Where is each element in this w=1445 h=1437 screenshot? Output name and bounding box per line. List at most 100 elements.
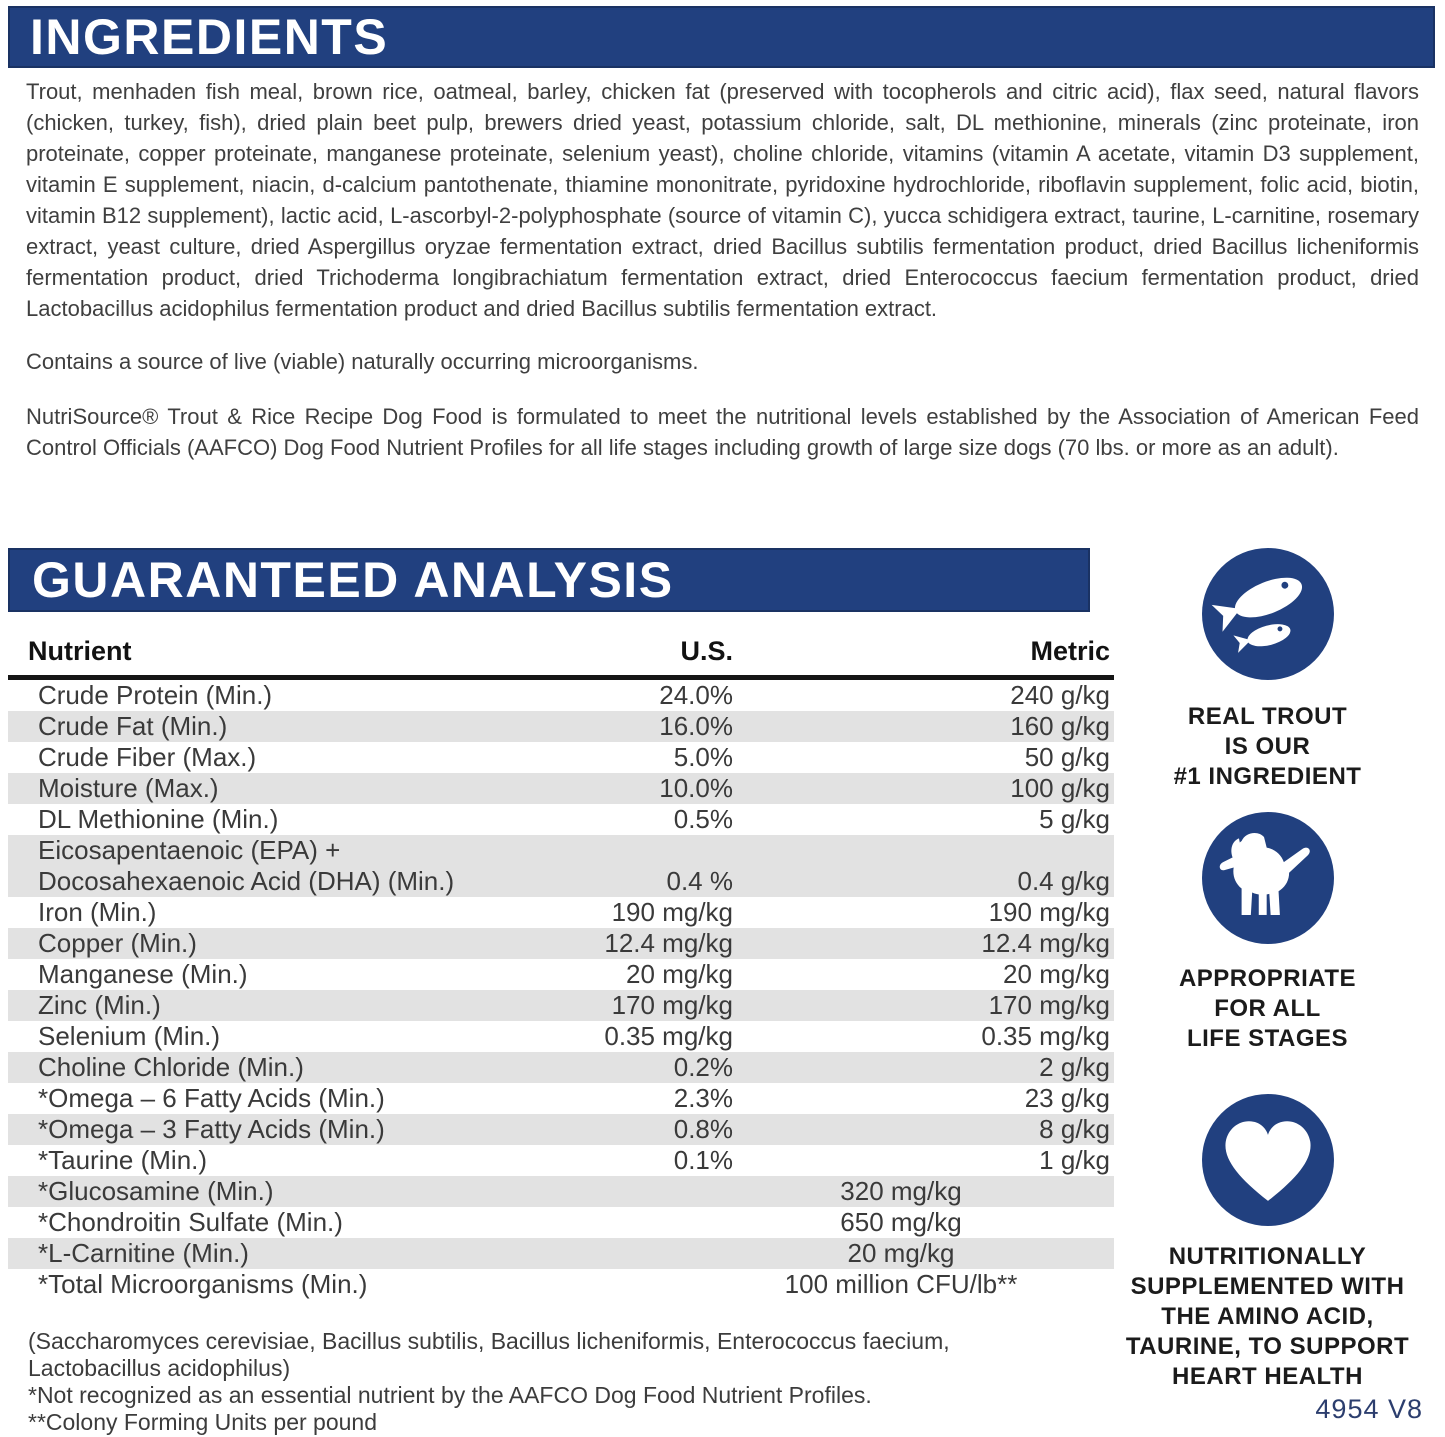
analysis-row: Crude Fat (Min.) 16.0% 160 g/kg (8, 711, 1114, 742)
analysis-cell-nutrient: Copper (Min.) (38, 928, 197, 958)
analysis-cell-nutrient: Manganese (Min.) (38, 959, 248, 989)
footnote-microorganism-species: (Saccharomyces cerevisiae, Bacillus subt… (28, 1328, 950, 1381)
analysis-cell-us: 0.1% (673, 1145, 733, 1175)
analysis-cell-nutrient: Iron (Min.) (38, 897, 157, 927)
footnote-cfu: **Colony Forming Units per pound (28, 1409, 378, 1435)
analysis-cell-metric: 0.4 g/kg (1017, 866, 1110, 896)
analysis-cell-nutrient: *Total Microorganisms (Min.) (38, 1269, 368, 1299)
analysis-row: DL Methionine (Min.) 0.5% 5 g/kg (8, 804, 1114, 835)
guaranteed-analysis-table: Nutrient U.S. Metric Crude Protein (Min.… (8, 612, 1114, 1300)
analysis-row: *Glucosamine (Min.) 320 mg/kg (8, 1176, 1114, 1207)
analysis-cell-us: 0.35 mg/kg (604, 1021, 733, 1051)
analysis-cell-nutrient: Crude Protein (Min.) (38, 680, 273, 710)
analysis-and-badges-row: GUARANTEED ANALYSIS Nutrient U.S. Metric… (8, 548, 1445, 1436)
analysis-cell-metric: 240 g/kg (1010, 680, 1110, 710)
analysis-cell-nutrient: Crude Fiber (Max.) (38, 742, 257, 772)
analysis-footnotes: (Saccharomyces cerevisiae, Bacillus subt… (8, 1328, 1084, 1436)
analysis-cell-nutrient: Eicosapentaenoic (EPA) + Docosahexaenoic… (38, 835, 455, 896)
analysis-row: Crude Protein (Min.) 24.0% 240 g/kg (8, 678, 1114, 712)
analysis-cell-nutrient: Choline Chloride (Min.) (38, 1052, 304, 1082)
analysis-row: *L-Carnitine (Min.) 20 mg/kg (8, 1238, 1114, 1269)
analysis-row: Zinc (Min.) 170 mg/kg 170 mg/kg (8, 990, 1114, 1021)
taurine-badge-caption: NUTRITIONALLY SUPPLEMENTED WITH THE AMIN… (1125, 1243, 1410, 1390)
heart-icon (1201, 1094, 1334, 1226)
analysis-cell-us: 20 mg/kg (626, 959, 733, 989)
analysis-cell-nutrient: DL Methionine (Min.) (38, 804, 279, 834)
analysis-row: Selenium (Min.) 0.35 mg/kg 0.35 mg/kg (8, 1021, 1114, 1052)
analysis-cell-combined: 320 mg/kg (840, 1176, 962, 1206)
aafco-statement: NutriSource® Trout & Rice Recipe Dog Foo… (26, 404, 1419, 460)
analysis-cell-metric: 170 mg/kg (988, 990, 1110, 1020)
ingredients-title: INGREDIENTS (30, 9, 389, 65)
analysis-cell-nutrient: *Omega – 6 Fatty Acids (Min.) (38, 1083, 385, 1113)
product-code: 4954 V8 (1315, 1394, 1423, 1424)
analysis-cell-metric: 50 g/kg (1024, 742, 1110, 772)
analysis-row: Iron (Min.) 190 mg/kg 190 mg/kg (8, 897, 1114, 928)
analysis-title: GUARANTEED ANALYSIS (32, 552, 674, 608)
analysis-cell-metric: 1 g/kg (1039, 1145, 1110, 1175)
puppy-icon (1201, 812, 1334, 944)
analysis-cell-nutrient: *Omega – 3 Fatty Acids (Min.) (38, 1114, 385, 1144)
analysis-cell-metric: 0.35 mg/kg (981, 1021, 1110, 1051)
trout-badge-caption: REAL TROUT IS OUR #1 INGREDIENT (1173, 703, 1362, 790)
analysis-cell-metric: 5 g/kg (1039, 804, 1110, 834)
analysis-cell-combined: 650 mg/kg (840, 1207, 962, 1237)
analysis-row: Crude Fiber (Max.) 5.0% 50 g/kg (8, 742, 1114, 773)
analysis-cell-metric: 160 g/kg (1010, 711, 1110, 741)
analysis-cell-nutrient: *Glucosamine (Min.) (38, 1176, 274, 1206)
analysis-row: Manganese (Min.) 20 mg/kg 20 mg/kg (8, 959, 1114, 990)
analysis-cell-us: 10.0% (659, 773, 733, 803)
analysis-cell-nutrient: *Taurine (Min.) (38, 1145, 208, 1175)
analysis-cell-us: 24.0% (659, 680, 733, 710)
trout-icon (1201, 548, 1334, 680)
column-header-us: U.S. (488, 612, 733, 680)
analysis-cell-us: 2.3% (673, 1083, 733, 1113)
analysis-cell-metric: 8 g/kg (1039, 1114, 1110, 1144)
analysis-row: *Taurine (Min.) 0.1% 1 g/kg (8, 1145, 1114, 1176)
analysis-row: Copper (Min.) 12.4 mg/kg 12.4 mg/kg (8, 928, 1114, 959)
column-header-nutrient: Nutrient (8, 612, 488, 680)
analysis-table-body: Crude Protein (Min.) 24.0% 240 g/kg Crude F… (8, 678, 1114, 1301)
analysis-cell-metric: 20 mg/kg (1003, 959, 1110, 989)
analysis-cell-us: 0.2% (673, 1052, 733, 1082)
ingredients-section-body: Trout, menhaden fish meal, brown rice, o… (26, 76, 1419, 463)
feature-badges: REAL TROUT IS OUR #1 INGREDIENT APPROPRI… (1090, 548, 1445, 1436)
analysis-cell-us: 12.4 mg/kg (604, 928, 733, 958)
footnote-not-recognized: *Not recognized as an essential nutrient… (28, 1382, 872, 1408)
analysis-header-row: Nutrient U.S. Metric (8, 612, 1114, 680)
analysis-cell-nutrient: Crude Fat (Min.) (38, 711, 228, 741)
analysis-row: Moisture (Max.) 10.0% 100 g/kg (8, 773, 1114, 804)
analysis-cell-combined: 20 mg/kg (847, 1238, 955, 1268)
analysis-cell-nutrient: *L-Carnitine (Min.) (38, 1238, 249, 1268)
analysis-cell-metric: 12.4 mg/kg (981, 928, 1110, 958)
analysis-cell-us: 0.4 % (666, 866, 734, 896)
analysis-row: *Omega – 6 Fatty Acids (Min.) 2.3% 23 g/kg (8, 1083, 1114, 1114)
microorganisms-note: Contains a source of live (viable) natur… (26, 349, 699, 374)
guaranteed-analysis-section: GUARANTEED ANALYSIS Nutrient U.S. Metric… (8, 548, 1114, 1436)
analysis-row: *Total Microorganisms (Min.) 100 million … (8, 1269, 1114, 1300)
analysis-cell-nutrient: Moisture (Max.) (38, 773, 219, 803)
analysis-row: Choline Chloride (Min.) 0.2% 2 g/kg (8, 1052, 1114, 1083)
analysis-section-header: GUARANTEED ANALYSIS (8, 548, 1090, 612)
ingredients-list: Trout, menhaden fish meal, brown rice, o… (26, 79, 1419, 321)
analysis-cell-metric: 2 g/kg (1039, 1052, 1110, 1082)
analysis-row: *Omega – 3 Fatty Acids (Min.) 0.8% 8 g/kg (8, 1114, 1114, 1145)
analysis-cell-metric: 100 g/kg (1010, 773, 1110, 803)
analysis-cell-us: 190 mg/kg (611, 897, 733, 927)
column-header-metric: Metric (733, 612, 1114, 680)
analysis-cell-us: 170 mg/kg (611, 990, 733, 1020)
analysis-cell-us: 16.0% (659, 711, 733, 741)
analysis-cell-nutrient: *Chondroitin Sulfate (Min.) (38, 1207, 343, 1237)
analysis-cell-us: 0.5% (673, 804, 733, 834)
analysis-cell-nutrient: Selenium (Min.) (38, 1021, 221, 1051)
analysis-cell-nutrient: Zinc (Min.) (38, 990, 161, 1020)
analysis-cell-us: 5.0% (673, 742, 733, 772)
analysis-cell-metric: 190 mg/kg (988, 897, 1110, 927)
analysis-row: Eicosapentaenoic (EPA) + Docosahexaenoic… (8, 835, 1114, 897)
analysis-table-head: Nutrient U.S. Metric (8, 612, 1114, 680)
analysis-row: *Chondroitin Sulfate (Min.) 650 mg/kg (8, 1207, 1114, 1238)
life-stages-badge-caption: APPROPRIATE FOR ALL LIFE STAGES (1178, 965, 1357, 1052)
analysis-cell-us: 0.8% (673, 1114, 733, 1144)
analysis-cell-combined: 100 million CFU/lb** (784, 1269, 1018, 1299)
